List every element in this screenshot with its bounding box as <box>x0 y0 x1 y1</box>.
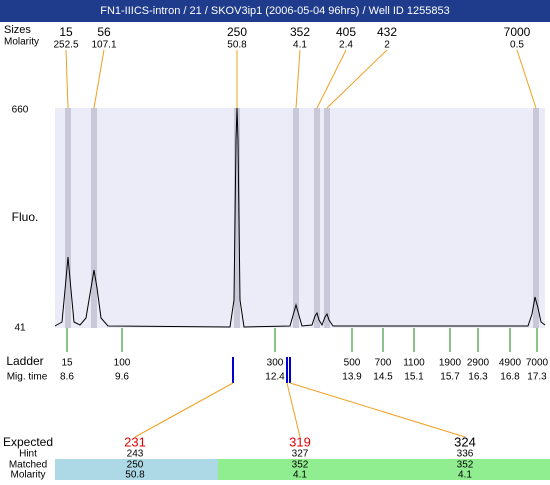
peak-band <box>65 108 71 328</box>
peak-connector <box>516 49 537 109</box>
expected-size: 324 <box>454 434 476 449</box>
title-bar <box>0 0 550 22</box>
match-bg <box>218 459 550 480</box>
peak-connector <box>326 49 388 109</box>
mig-time: 16.8 <box>500 372 520 383</box>
mig-time: 9.6 <box>115 372 129 383</box>
peak-molarity: 107.1 <box>91 40 116 51</box>
expected-size: 231 <box>124 434 146 449</box>
matched-molarity: 4.1 <box>458 470 472 480</box>
peak-size: 15 <box>59 25 73 39</box>
matched-size: 352 <box>292 460 309 471</box>
peak-connector <box>93 49 105 109</box>
ladder-size: 100 <box>114 358 131 369</box>
ladder-size: 300 <box>267 358 284 369</box>
hint-size: 243 <box>127 449 144 460</box>
ladder-size: 2900 <box>467 358 490 369</box>
ladder-size: 1100 <box>403 358 425 369</box>
hint-size: 327 <box>292 449 309 460</box>
title: FN1-IIICS-intron / 21 / SKOV3ip1 (2006-0… <box>100 5 450 17</box>
ladder-size: 7000 <box>526 358 549 369</box>
peak-band <box>533 108 539 328</box>
peak-size: 56 <box>97 25 111 39</box>
peak-band <box>324 108 330 328</box>
molarity-label: Molarity <box>4 37 39 48</box>
peak-size: 7000 <box>504 25 531 39</box>
connector <box>286 382 301 438</box>
peak-size: 405 <box>336 25 356 39</box>
mig-time: 16.3 <box>468 372 488 383</box>
expected-size: 319 <box>289 434 311 449</box>
ladder-size: 15 <box>61 358 73 369</box>
plot-area <box>55 108 545 328</box>
matched-molarity: 4.1 <box>293 470 307 480</box>
matched-label: Matched <box>9 460 47 471</box>
mig-time-label: Mig. time <box>7 372 48 383</box>
ladder-size: 4900 <box>499 358 522 369</box>
matched-size: 250 <box>127 460 144 471</box>
y-axis-label: Fluo. <box>12 210 39 224</box>
y-min-label: 41 <box>14 323 26 334</box>
mig-time: 15.7 <box>440 372 460 383</box>
hint-label: Hint <box>19 449 37 460</box>
marker <box>289 357 291 383</box>
matched-molarity: 50.8 <box>125 470 145 480</box>
mig-time: 15.1 <box>404 372 424 383</box>
expected-label: Expected <box>3 435 53 449</box>
peak-size: 352 <box>290 25 310 39</box>
peak-molarity: 4.1 <box>293 40 307 51</box>
y-max-label: 660 <box>12 105 29 116</box>
sizes-label: Sizes <box>4 24 31 36</box>
peak-band <box>234 108 240 328</box>
peak-molarity: 2 <box>384 40 390 51</box>
peak-molarity: 0.5 <box>510 40 524 51</box>
peak-size: 250 <box>227 25 247 39</box>
mig-time: 14.5 <box>373 372 393 383</box>
match-bg <box>55 459 218 480</box>
mig-time: 12.4 <box>265 372 285 383</box>
mig-time: 8.6 <box>60 372 74 383</box>
connector <box>134 382 234 438</box>
marker <box>232 357 234 383</box>
matched-size: 352 <box>457 460 474 471</box>
trace <box>54 107 546 328</box>
ladder-size: 500 <box>344 358 361 369</box>
peak-connector <box>295 49 301 109</box>
peak-band <box>293 108 299 328</box>
ladder-size: 700 <box>375 358 392 369</box>
peak-band <box>314 108 320 328</box>
mig-time: 13.9 <box>342 372 362 383</box>
peak-connector <box>316 49 347 109</box>
peak-connector <box>65 49 69 109</box>
mig-time: 17.3 <box>527 372 547 383</box>
peak-molarity: 252.5 <box>53 40 78 51</box>
peak-band <box>91 108 97 328</box>
peak-molarity: 50.8 <box>227 40 247 51</box>
connector <box>289 382 466 438</box>
peak-molarity: 2.4 <box>339 40 353 51</box>
ladder-size: 1900 <box>439 358 462 369</box>
molarity-label: Molarity <box>10 470 45 480</box>
marker <box>286 357 288 383</box>
peak-size: 432 <box>377 25 397 39</box>
hint-size: 336 <box>457 449 474 460</box>
ladder-label: Ladder <box>6 354 43 368</box>
